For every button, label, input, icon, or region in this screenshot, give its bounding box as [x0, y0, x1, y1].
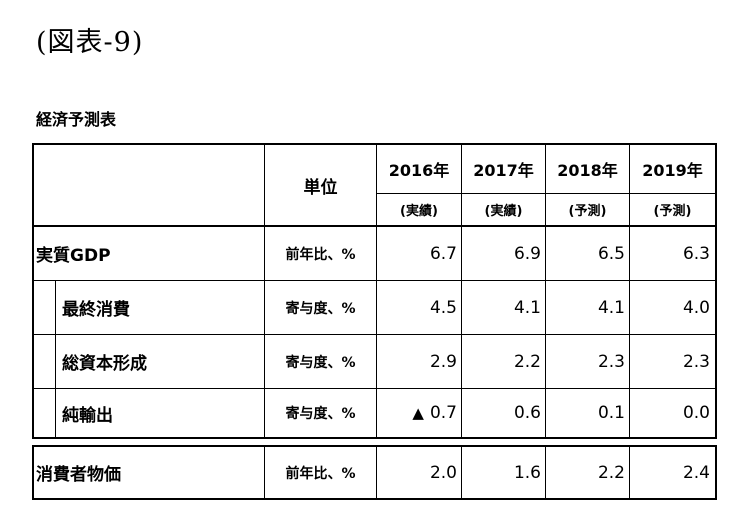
value-text: 0.7 — [429, 403, 457, 423]
kind-label-2019: (予測) — [653, 204, 692, 219]
kind-label-2016: (実績) — [400, 204, 438, 219]
column-rule — [376, 143, 377, 439]
column-rule — [545, 143, 546, 439]
row-unit: 寄与度、% — [285, 300, 356, 317]
table-cell-value: 2.9 — [429, 351, 457, 372]
indent-rule — [55, 280, 56, 439]
table-cell-value: 2.3 — [682, 351, 710, 372]
column-rule — [461, 143, 462, 439]
table-cell-value: 4.1 — [597, 297, 625, 318]
figure-title: (図表-9) — [36, 27, 144, 58]
table-cell-value: 6.9 — [513, 243, 541, 264]
table-cell-value: 2.4 — [682, 462, 710, 483]
section-rule-bottom — [32, 445, 717, 447]
column-rule — [629, 445, 630, 500]
column-rule — [376, 445, 377, 500]
kind-label-2018: (予測) — [568, 204, 607, 219]
column-rule — [461, 445, 462, 500]
table-cell-value: ▲ 0.7 — [377, 389, 457, 437]
row-label-final-consumption: 最終消費 — [62, 300, 130, 320]
table-cell-value: 4.5 — [429, 297, 457, 318]
table-cell-value: 1.6 — [513, 462, 541, 483]
year-header-2018: 2018年 — [557, 161, 618, 180]
table-cell-value: 6.7 — [429, 243, 457, 264]
table-border-left — [32, 445, 34, 500]
section-rule-top — [32, 437, 717, 439]
column-rule — [545, 445, 546, 500]
column-rule — [264, 445, 265, 500]
table-cell-value: 4.0 — [682, 297, 710, 318]
row-label-consumer-prices: 消費者物価 — [36, 465, 121, 485]
row-unit: 寄与度、% — [285, 354, 356, 371]
row-unit: 前年比、% — [285, 246, 356, 263]
table-border-left — [32, 143, 34, 439]
table-border-top — [32, 143, 717, 145]
unit-column-header: 単位 — [303, 177, 338, 198]
row-divider — [32, 388, 717, 389]
header-divider — [376, 193, 717, 194]
column-rule — [629, 143, 630, 439]
row-unit: 寄与度、% — [285, 406, 356, 422]
kind-label-2017: (実績) — [484, 204, 523, 219]
table-cell-value: 4.1 — [513, 297, 541, 318]
table-cell-value: 0.0 — [682, 403, 710, 423]
year-header-2019: 2019年 — [642, 161, 703, 180]
table-border-right — [715, 445, 717, 500]
row-label-capital-formation: 総資本形成 — [62, 354, 147, 374]
negative-triangle-icon: ▲ — [412, 404, 424, 422]
year-header-2016: 2016年 — [388, 161, 450, 180]
header-bottom-rule — [32, 225, 717, 227]
row-label-net-exports: 純輸出 — [62, 405, 113, 426]
table-cell-value: 6.5 — [597, 243, 625, 264]
table-cell-value: 2.2 — [597, 462, 625, 483]
row-unit: 前年比、% — [285, 465, 356, 482]
table-cell-value: 2.2 — [513, 351, 541, 372]
table-cell-value: 2.0 — [429, 462, 457, 483]
column-rule — [264, 143, 265, 439]
year-header-2017: 2017年 — [473, 161, 534, 180]
row-divider — [32, 334, 717, 335]
economic-forecast-table: 単位 2016年 2017年 2018年 2019年 (実績) (実績) (予測… — [32, 143, 717, 500]
table-title: 経済予測表 — [36, 110, 117, 129]
table-border-bottom — [32, 498, 717, 500]
row-label-real-gdp: 実質GDP — [36, 246, 111, 266]
table-cell-value: 0.1 — [597, 403, 625, 423]
table-cell-value: 2.3 — [597, 351, 625, 372]
table-cell-value: 6.3 — [682, 243, 710, 264]
table-border-right — [715, 143, 717, 439]
table-cell-value: 0.6 — [513, 403, 541, 423]
row-divider — [32, 280, 717, 281]
